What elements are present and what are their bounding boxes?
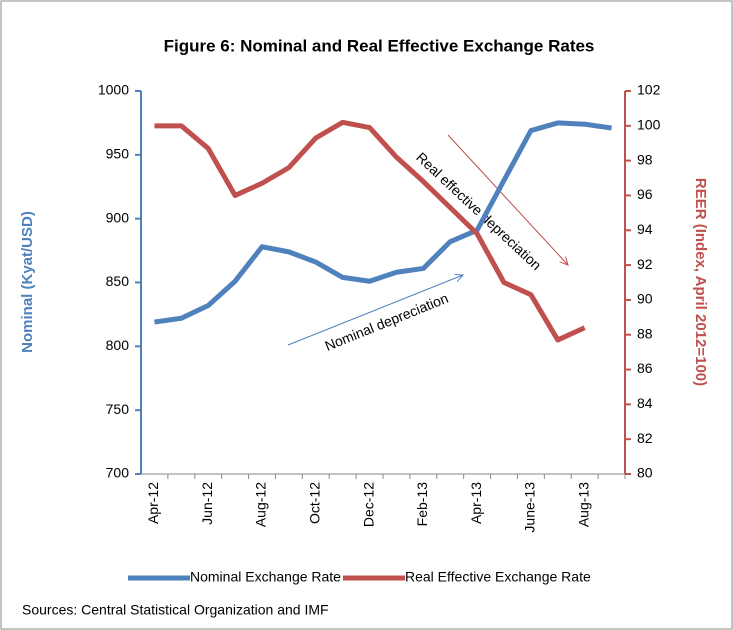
y-axis-title: Nominal (Kyat/USD): [19, 211, 36, 353]
y-tick-label: 1000: [98, 82, 129, 98]
y-tick-label: 700: [106, 465, 130, 481]
x-tick-label: Dec-12: [360, 482, 376, 527]
y2-tick-label: 90: [637, 291, 653, 307]
x-tick-label: Aug-13: [575, 482, 591, 527]
y2-tick-label: 100: [637, 117, 661, 133]
y2-tick-label: 88: [637, 325, 653, 341]
y2-tick-label: 94: [637, 221, 653, 237]
x-tick-label: Feb-13: [414, 482, 430, 527]
legend-label: Real Effective Exchange Rate: [405, 569, 591, 585]
y-tick-label: 750: [106, 401, 130, 417]
series-line: [154, 119, 586, 343]
y2-tick-label: 84: [637, 395, 653, 411]
y2-tick-label: 92: [637, 256, 653, 272]
y-tick-label: 950: [106, 146, 130, 162]
series-line: [154, 120, 612, 325]
y2-axis-title: REER (Index, April 2012=100): [692, 178, 709, 386]
y2-tick-label: 82: [637, 430, 653, 446]
y-tick-label: 900: [106, 209, 130, 225]
chart-title: Figure 6: Nominal and Real Effective Exc…: [164, 36, 595, 55]
y2-tick-label: 86: [637, 360, 653, 376]
x-tick-label: June-13: [522, 482, 538, 533]
x-tick-label: Aug-12: [253, 482, 269, 527]
x-tick-label: Apr-13: [468, 482, 484, 524]
legend-label: Nominal Exchange Rate: [190, 569, 341, 585]
y-tick-label: 850: [106, 273, 130, 289]
arrow: [287, 275, 463, 346]
source-note: Sources: Central Statistical Organizatio…: [22, 602, 329, 618]
y2-tick-label: 102: [637, 82, 661, 98]
arrow: [447, 134, 568, 265]
x-tick-label: Jun-12: [199, 482, 215, 525]
y2-tick-label: 98: [637, 151, 653, 167]
x-tick-label: Oct-12: [306, 482, 322, 524]
y2-tick-label: 96: [637, 186, 653, 202]
y2-tick-label: 80: [637, 465, 653, 481]
y-tick-label: 800: [106, 337, 130, 353]
x-tick-label: Apr-12: [145, 482, 161, 524]
